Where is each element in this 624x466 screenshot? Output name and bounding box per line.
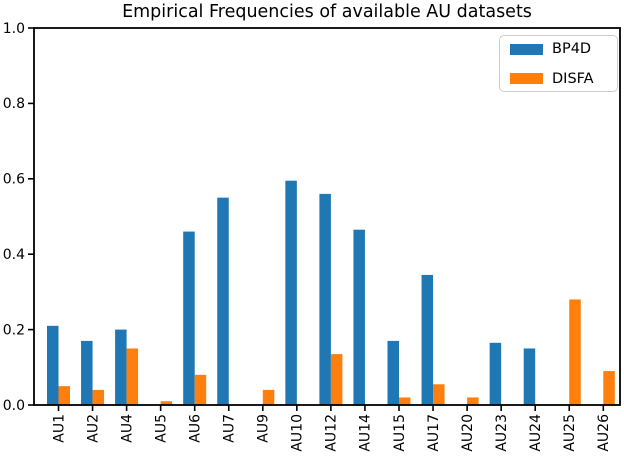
x-tick-label: AU26	[596, 414, 612, 452]
y-tick-label: 0.0	[3, 398, 25, 414]
bar-disfa-au1	[58, 386, 70, 405]
bar-disfa-au9	[262, 389, 275, 405]
x-tick-label: AU12	[324, 414, 340, 452]
bp4d-color-swatch	[510, 43, 543, 55]
x-tick-label: AU20	[460, 414, 476, 452]
x-tick-label: AU6	[187, 414, 203, 443]
legend-item-disfa: DISFA	[510, 70, 610, 87]
bar-disfa-au17	[433, 384, 445, 405]
x-tick-label: AU1	[51, 414, 67, 443]
bar-bp4d-au7	[217, 197, 229, 405]
bar-bp4d-au23	[489, 342, 502, 405]
y-tick-label: 0.4	[3, 247, 25, 263]
x-tick-label: AU23	[494, 414, 510, 452]
x-tick-label: AU7	[222, 414, 238, 443]
x-tick-label: AU2	[85, 414, 101, 443]
bar-bp4d-au1	[47, 325, 59, 405]
bar-bp4d-au14	[353, 229, 365, 405]
bar-disfa-au2	[92, 389, 105, 405]
legend-label-bp4d: BP4D	[552, 41, 592, 57]
bar-bp4d-au24	[523, 348, 536, 405]
y-tick-label: 1.0	[3, 21, 25, 37]
x-tick-label: AU24	[528, 414, 544, 452]
bar-disfa-au15	[399, 397, 411, 405]
y-tick-label: 0.6	[3, 172, 25, 188]
x-tick-label: AU25	[562, 414, 578, 452]
legend: BP4D DISFA	[499, 35, 618, 92]
bar-disfa-au4	[126, 348, 139, 405]
y-tick-label: 0.2	[3, 322, 25, 338]
bar-disfa-au5	[160, 401, 173, 405]
bar-disfa-au12	[330, 354, 343, 405]
x-tick-label: AU4	[119, 414, 135, 443]
bar-bp4d-au12	[319, 193, 331, 405]
x-tick-label: AU10	[290, 414, 306, 452]
x-tick-label: AU15	[392, 414, 408, 452]
x-tick-label: AU17	[426, 414, 442, 452]
x-tick-label: AU14	[358, 414, 374, 452]
bar-bp4d-au10	[285, 180, 297, 405]
bar-disfa-au6	[194, 374, 207, 405]
bar-disfa-au26	[603, 371, 615, 405]
bar-disfa-au25	[569, 299, 581, 405]
legend-item-bp4d: BP4D	[510, 42, 610, 57]
x-tick-label: AU9	[256, 414, 272, 443]
bar-bp4d-au6	[183, 231, 195, 405]
bar-bp4d-au2	[81, 340, 93, 405]
bar-bp4d-au15	[387, 340, 399, 405]
y-tick-label: 0.8	[3, 96, 25, 112]
bar-bp4d-au17	[421, 274, 434, 405]
chart-title: Empirical Frequencies of available AU da…	[122, 2, 532, 22]
bar-bp4d-au4	[115, 329, 127, 405]
disfa-color-swatch	[510, 73, 543, 85]
bar-disfa-au20	[467, 397, 479, 405]
plot-border	[33, 27, 621, 406]
x-tick-label: AU5	[153, 414, 169, 443]
legend-label-disfa: DISFA	[552, 70, 594, 87]
